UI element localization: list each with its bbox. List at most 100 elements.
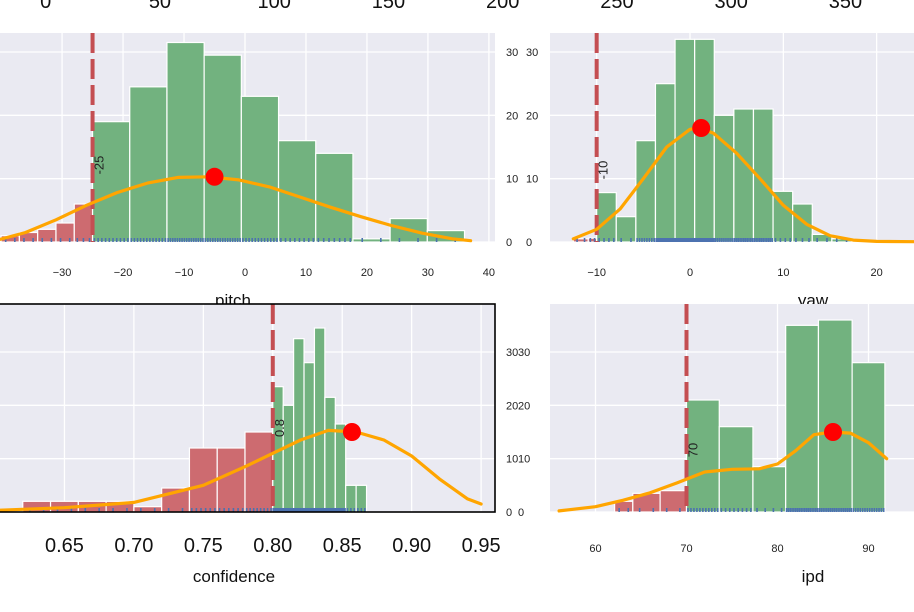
y-tick-label: 30 bbox=[518, 347, 530, 359]
x-tick-label: 80 bbox=[771, 543, 783, 555]
x-tick-label: 100 bbox=[258, 0, 291, 13]
x-tick-label: 10 bbox=[300, 267, 312, 279]
rug-ticks bbox=[618, 508, 885, 512]
threshold-label: -25 bbox=[92, 156, 107, 175]
histogram-bar-pass bbox=[324, 396, 336, 513]
histogram-bar-pass bbox=[694, 38, 715, 243]
y-tick-label: 0 bbox=[506, 237, 512, 249]
histogram-bar-fail bbox=[244, 431, 274, 513]
threshold-label: 0.8 bbox=[272, 419, 287, 437]
x-tick-label: −20 bbox=[114, 267, 133, 279]
threshold-label: -10 bbox=[596, 161, 611, 180]
y-tick-label: 10 bbox=[518, 454, 530, 466]
x-tick-label: 0 bbox=[687, 267, 693, 279]
kde-curve bbox=[0, 175, 473, 243]
x-tick-label: 350 bbox=[829, 0, 862, 13]
x-tick-label: −10 bbox=[587, 267, 606, 279]
x-tick-label: 150 bbox=[372, 0, 405, 13]
histogram-bar-pass bbox=[811, 233, 833, 243]
y-tick-label: 30 bbox=[526, 47, 538, 59]
y-tick-label: 10 bbox=[506, 454, 518, 466]
plot-border bbox=[0, 303, 496, 513]
mean-marker bbox=[692, 119, 711, 137]
mean-marker bbox=[205, 167, 224, 186]
y-tick-label: 30 bbox=[506, 47, 518, 59]
histogram-bar-pass bbox=[733, 108, 755, 243]
histogram-bar-pass bbox=[166, 41, 205, 243]
y-tick-label: 10 bbox=[506, 174, 518, 186]
kde-curve bbox=[557, 430, 889, 513]
histogram-bar-pass bbox=[240, 95, 280, 243]
x-tick-label: 0.70 bbox=[114, 535, 153, 557]
histogram-bar-pass bbox=[713, 114, 735, 243]
x-tick-label: 0 bbox=[242, 267, 248, 279]
y-tick-label: 30 bbox=[506, 347, 518, 359]
histogram-bar-pass bbox=[313, 327, 326, 513]
x-tick-label: 50 bbox=[149, 0, 171, 13]
y-tick-label: 0 bbox=[506, 507, 512, 519]
x-axis-label: confidence bbox=[193, 567, 275, 586]
x-tick-label: 0.90 bbox=[392, 535, 431, 557]
ipd-panel: 70 60 70 80 90 0 10 20 30 ipd bbox=[518, 304, 914, 586]
x-tick-label: 20 bbox=[361, 267, 373, 279]
x-tick-label: 90 bbox=[862, 543, 874, 555]
x-tick-label: 250 bbox=[600, 0, 633, 13]
y-tick-label: 20 bbox=[506, 400, 518, 412]
x-tick-label: 0.95 bbox=[462, 535, 501, 557]
x-tick-label: 70 bbox=[680, 543, 692, 555]
histogram-bar-pass bbox=[352, 238, 391, 243]
x-tick-label: −30 bbox=[53, 267, 72, 279]
histogram-bar-pass bbox=[334, 423, 347, 513]
histogram-bar-pass bbox=[817, 319, 853, 513]
x-tick-label: 40 bbox=[483, 267, 495, 279]
histogram-bar-pass bbox=[315, 152, 354, 243]
x-tick-label: 20 bbox=[871, 267, 883, 279]
histogram-bar-pass bbox=[91, 121, 131, 243]
y-tick-label: 0 bbox=[526, 237, 532, 249]
mean-marker bbox=[824, 423, 843, 441]
histogram-bar-pass bbox=[752, 466, 787, 513]
histogram-bar-fail bbox=[659, 490, 688, 513]
mean-marker bbox=[342, 423, 361, 441]
x-axis-label: ipd bbox=[802, 567, 825, 586]
x-tick-label: 300 bbox=[715, 0, 748, 13]
y-tick-label: 10 bbox=[526, 174, 538, 186]
top-strip-panel: 0 50 100 150 200 250 300 350 bbox=[40, 0, 862, 13]
histogram-bar-pass bbox=[654, 83, 676, 243]
histogram-bar-pass bbox=[674, 38, 696, 243]
threshold-label: 70 bbox=[686, 443, 701, 457]
x-tick-label: −10 bbox=[175, 267, 194, 279]
x-tick-label: 0 bbox=[40, 0, 51, 13]
y-tick-label: 0 bbox=[518, 507, 524, 519]
x-tick-label: 0.85 bbox=[323, 535, 362, 557]
histogram-bar-pass bbox=[293, 338, 305, 513]
histogram-bar-pass bbox=[792, 203, 813, 243]
x-tick-label: 10 bbox=[777, 267, 789, 279]
x-tick-label: 200 bbox=[486, 0, 519, 13]
histogram-bar-pass bbox=[615, 216, 637, 243]
histogram-bar-fail bbox=[216, 447, 246, 513]
histogram-bar-fail bbox=[37, 228, 57, 243]
histogram-bar-pass bbox=[635, 140, 657, 243]
rug-ticks bbox=[4, 238, 457, 242]
y-tick-label: 20 bbox=[518, 400, 530, 412]
kde-curve bbox=[0, 428, 483, 512]
histogram-bar-pass bbox=[596, 192, 617, 243]
y-tick-label: 20 bbox=[506, 110, 518, 122]
histogram-bar-pass bbox=[785, 324, 820, 513]
histogram-bar-pass bbox=[129, 86, 168, 243]
x-tick-label: 0.80 bbox=[253, 535, 292, 557]
x-tick-label: 0.75 bbox=[184, 535, 223, 557]
histogram-bar-pass bbox=[203, 54, 242, 243]
kde-curve bbox=[571, 126, 914, 244]
x-tick-label: 30 bbox=[422, 267, 434, 279]
confidence-panel: 0.8 0.65 0.70 0.75 0.80 0.85 0.90 0.95 0 10 20 30 co… bbox=[0, 303, 518, 586]
x-tick-label: 60 bbox=[589, 543, 601, 555]
histogram-bar-fail bbox=[55, 222, 75, 243]
rug-ticks bbox=[576, 238, 848, 242]
y-tick-label: 20 bbox=[526, 110, 538, 122]
x-tick-label: 0.65 bbox=[45, 535, 84, 557]
